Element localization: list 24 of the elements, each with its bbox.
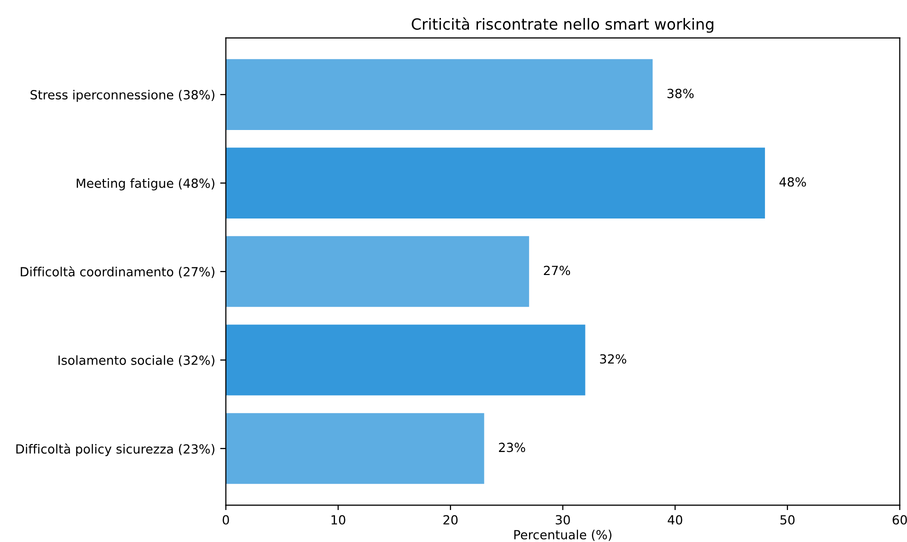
data-label: 48% [779, 177, 806, 187]
bar [226, 236, 530, 307]
x-tick-label: 30 [556, 515, 570, 525]
x-tick-label: 10 [332, 515, 346, 525]
bar [226, 413, 484, 484]
x-tick-label: 40 [668, 515, 682, 525]
x-tick-label: 20 [443, 515, 458, 525]
x-tick-label: 60 [892, 515, 907, 525]
y-tick-label: Difficoltà policy sicurezza (23%) [16, 444, 214, 456]
x-tick-label: 50 [780, 515, 795, 525]
data-label: 38% [667, 88, 694, 98]
data-label: 32% [600, 354, 626, 364]
data-label: 27% [544, 266, 570, 276]
data-label: 23% [498, 442, 526, 452]
bar [226, 59, 653, 130]
bar [226, 324, 586, 396]
y-tick-label: Difficoltà coordinamento (27%) [20, 266, 214, 278]
y-tick-label: Isolamento sociale (32%) [58, 355, 214, 366]
x-axis-title: Percentuale (%) [514, 530, 612, 541]
y-tick-label: Stress iperconnessione (38%) [30, 90, 214, 102]
y-tick-label: Meeting fatigue (48%) [76, 178, 214, 190]
bar [226, 148, 765, 218]
x-tick-label: 0 [222, 515, 229, 525]
chart-title: Criticità riscontrate nello smart working [412, 17, 714, 33]
